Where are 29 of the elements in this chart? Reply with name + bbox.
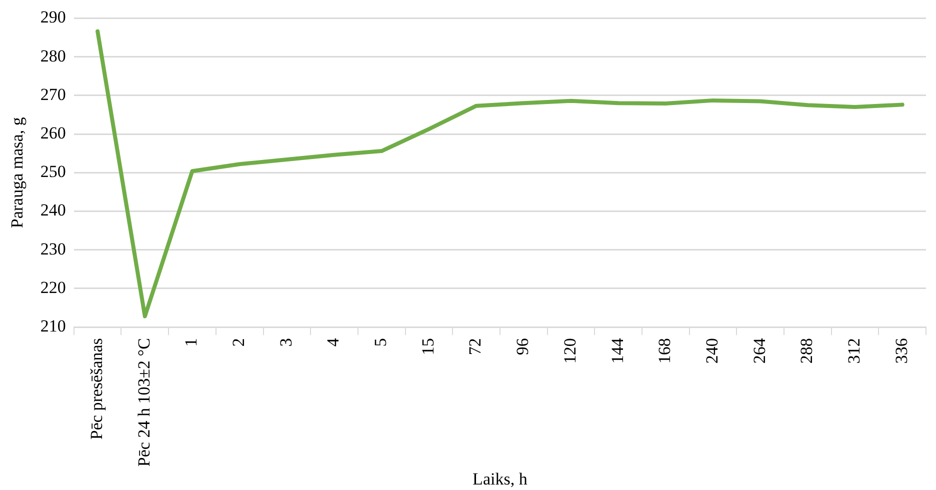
- x-tick-label: 168: [655, 338, 674, 364]
- x-tick-label: 96: [513, 338, 532, 356]
- y-tick-label: 210: [40, 316, 66, 336]
- x-tick-label: 3: [276, 338, 296, 347]
- x-axis-title: Laiks, h: [472, 469, 528, 488]
- x-tick-label: 15: [418, 338, 438, 356]
- x-tick-label: 72: [466, 338, 485, 356]
- y-tick-label: 220: [40, 278, 66, 297]
- x-tick-label: 120: [560, 338, 580, 364]
- x-tick-label: 2: [229, 338, 248, 347]
- y-tick-label: 290: [40, 8, 66, 27]
- y-tick-label: 240: [40, 200, 66, 220]
- x-tick-label: 312: [844, 338, 864, 364]
- y-tick-label: 260: [40, 124, 66, 142]
- y-tick-label: 230: [40, 239, 66, 258]
- x-tick-label: 4: [324, 338, 343, 347]
- x-tick-label: 5: [371, 338, 390, 347]
- x-tick-label: 1: [182, 338, 201, 347]
- x-tick-label: 144: [608, 338, 627, 364]
- x-tick-label: 336: [892, 338, 911, 364]
- y-tick-label: 270: [40, 84, 66, 104]
- x-tick-label: Pēc 24 h 103±2 °C: [134, 338, 154, 467]
- x-tick-label: 288: [797, 338, 816, 364]
- y-tick-label: 280: [40, 46, 66, 66]
- y-axis-title: Parauga masa, g: [8, 116, 27, 228]
- x-tick-label: Pēc presēšanas: [87, 338, 106, 440]
- x-tick-label: 264: [750, 338, 769, 364]
- x-tick-label: 240: [702, 338, 722, 364]
- y-tick-label: 250: [40, 162, 66, 182]
